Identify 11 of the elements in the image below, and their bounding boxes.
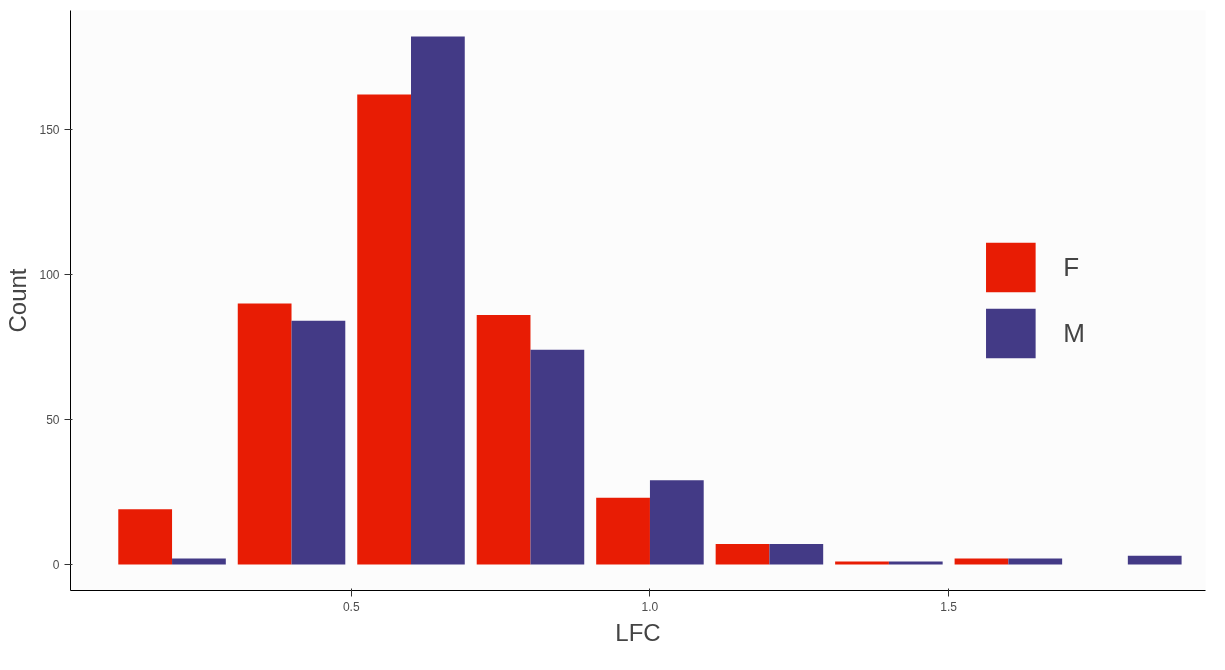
x-axis-title: LFC <box>615 618 661 646</box>
y-tick-label: 0 <box>52 557 60 572</box>
legend-label: F <box>1063 251 1081 283</box>
x-tick-label: 1.0 <box>641 599 659 614</box>
legend-label: M <box>1063 317 1085 349</box>
y-tick-label: 50 <box>46 412 60 427</box>
x-tick-label: 0.5 <box>342 599 360 614</box>
y-tick-label: 150 <box>39 122 60 137</box>
y-axis-title: Count <box>4 268 32 333</box>
y-tick-label: 100 <box>39 267 60 282</box>
x-tick-label: 1.5 <box>940 599 958 614</box>
